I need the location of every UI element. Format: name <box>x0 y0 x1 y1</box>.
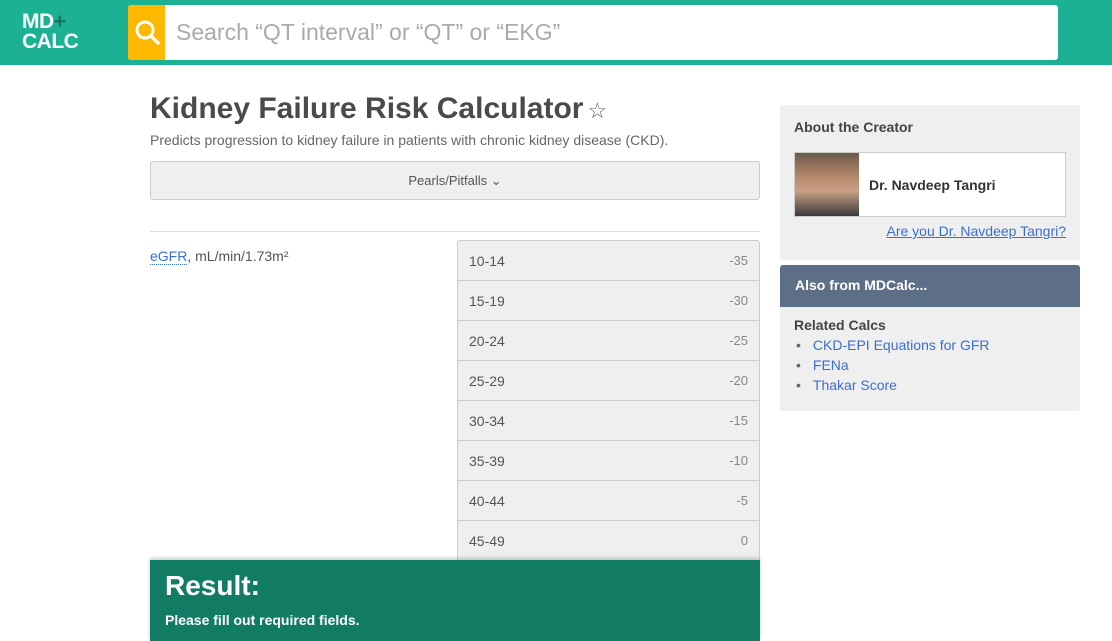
about-title: About the Creator <box>794 119 913 135</box>
divider <box>150 231 760 232</box>
egfr-option[interactable]: 30-34 -15 <box>458 401 759 441</box>
related-link[interactable]: Thakar Score <box>794 375 1066 395</box>
option-points: -30 <box>729 293 748 308</box>
pearls-pitfalls-button[interactable]: Pearls/Pitfalls ⌄ <box>150 161 760 200</box>
egfr-option[interactable]: 35-39 -10 <box>458 441 759 481</box>
creator-name: Dr. Navdeep Tangri <box>869 176 996 193</box>
option-label: 25-29 <box>469 372 505 389</box>
egfr-option[interactable]: 10-14 -35 <box>458 241 759 281</box>
option-label: 15-19 <box>469 292 505 309</box>
egfr-link[interactable]: eGFR <box>150 248 188 265</box>
egfr-label: eGFR, mL/min/1.73m² <box>150 248 289 265</box>
related-title: Related Calcs <box>794 317 886 333</box>
page-title: Kidney Failure Risk Calculator ☆ <box>150 92 608 125</box>
egfr-option[interactable]: 15-19 -30 <box>458 281 759 321</box>
result-panel: Result: Please fill out required fields. <box>150 560 760 641</box>
option-label: 45-49 <box>469 532 505 549</box>
option-points: -5 <box>736 493 748 508</box>
option-label: 20-24 <box>469 332 505 349</box>
egfr-option[interactable]: 25-29 -20 <box>458 361 759 401</box>
search-bar <box>128 5 1058 60</box>
result-title: Result: <box>165 570 260 601</box>
option-label: 40-44 <box>469 492 505 509</box>
option-points: -35 <box>729 253 748 268</box>
option-points: -15 <box>729 413 748 428</box>
option-label: 10-14 <box>469 252 505 269</box>
also-from-header: Also from MDCalc... <box>780 265 1080 307</box>
option-label: 30-34 <box>469 412 505 429</box>
related-link[interactable]: CKD-EPI Equations for GFR <box>794 335 1066 355</box>
option-points: -20 <box>729 373 748 388</box>
creator-box: Dr. Navdeep Tangri <box>794 152 1066 217</box>
egfr-options: 10-14 -35 15-19 -30 20-24 -25 25-29 -20 30-34 -15… <box>457 240 760 562</box>
claim-profile-link[interactable]: Are you Dr. Navdeep Tangri? <box>886 223 1066 239</box>
result-message: Please fill out required fields. <box>165 612 360 628</box>
option-points: -25 <box>729 333 748 348</box>
egfr-option[interactable]: 45-49 0 <box>458 521 759 561</box>
option-points: -10 <box>729 453 748 468</box>
about-creator-card: About the Creator Dr. Navdeep Tangri Are… <box>780 105 1080 260</box>
chevron-down-icon: ⌄ <box>490 173 502 188</box>
search-input[interactable] <box>165 5 1055 60</box>
option-points: 0 <box>740 533 748 548</box>
related-link[interactable]: FENa <box>794 355 1066 375</box>
search-icon[interactable] <box>128 5 165 60</box>
mdcalc-logo[interactable]: MD+ CALC <box>22 10 79 53</box>
related-card: Related Calcs CKD-EPI Equations for GFR … <box>780 307 1080 411</box>
egfr-option[interactable]: 20-24 -25 <box>458 321 759 361</box>
favorite-star-icon[interactable]: ☆ <box>587 98 608 123</box>
option-label: 35-39 <box>469 452 505 469</box>
page-subtitle: Predicts progression to kidney failure i… <box>150 132 669 148</box>
top-bar: MD+ CALC <box>0 0 1112 65</box>
creator-photo <box>795 153 859 216</box>
egfr-option[interactable]: 40-44 -5 <box>458 481 759 521</box>
